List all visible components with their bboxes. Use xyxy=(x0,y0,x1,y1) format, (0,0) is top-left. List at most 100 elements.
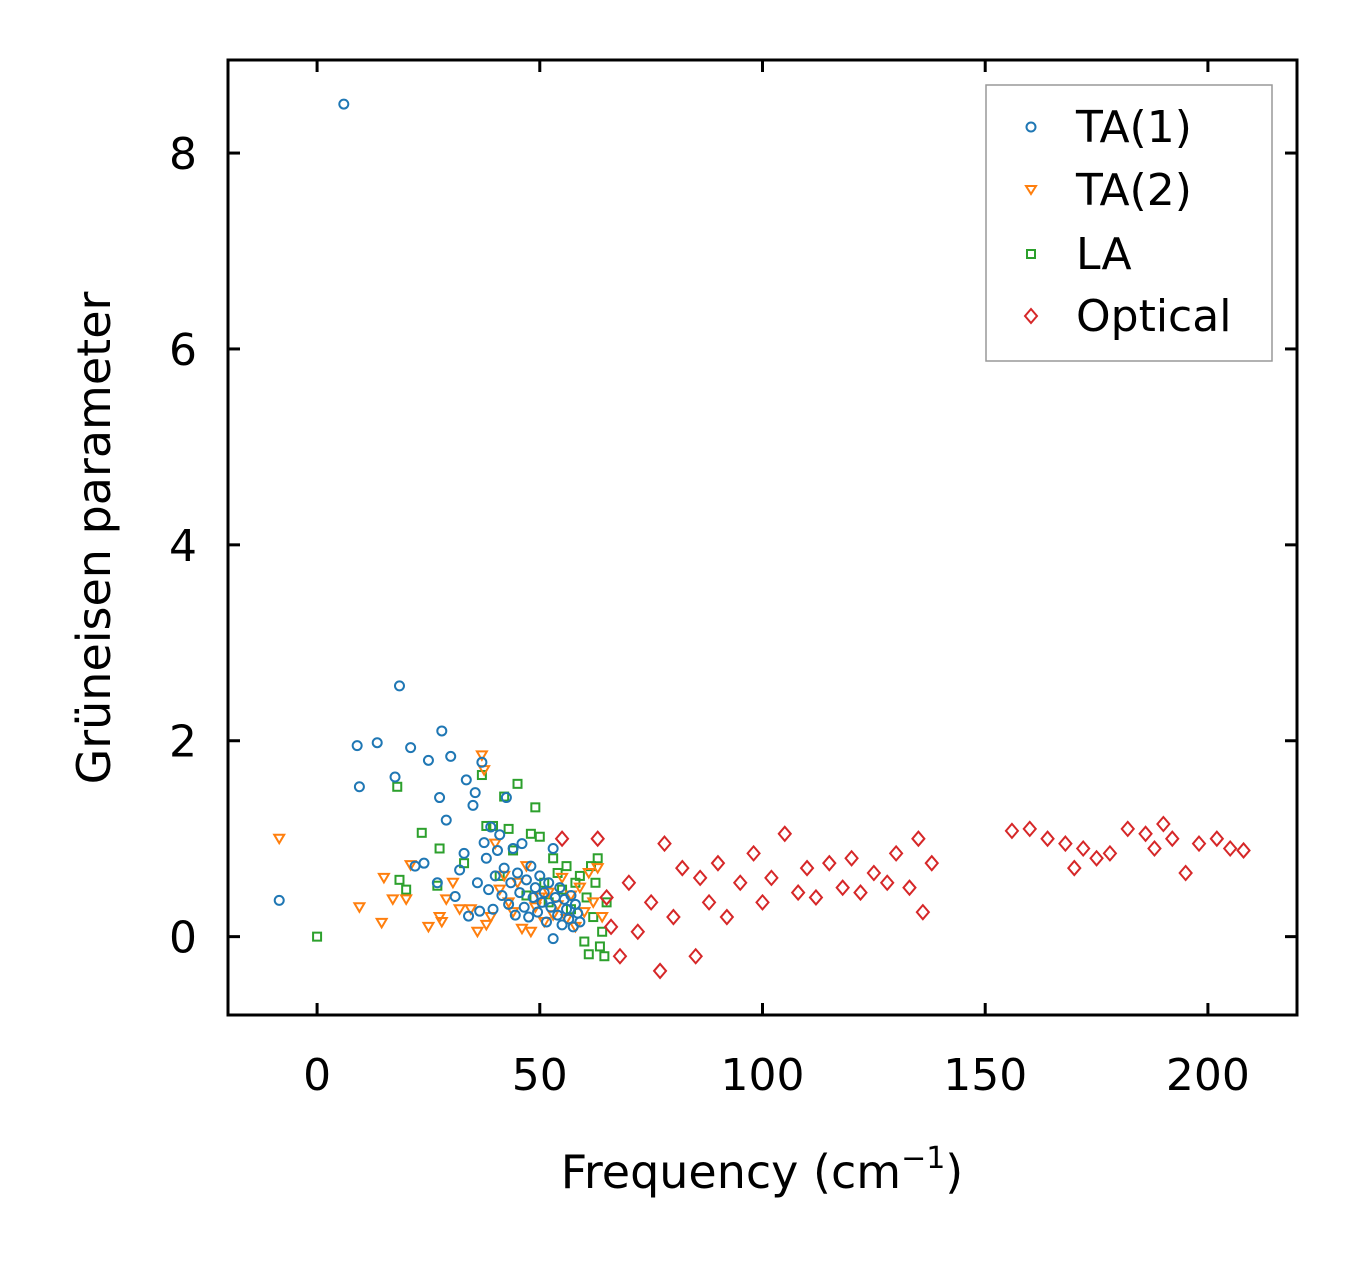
point-optical xyxy=(755,893,770,911)
point-optical xyxy=(764,869,779,887)
point-ta1 xyxy=(543,877,555,889)
point-optical xyxy=(1156,815,1171,833)
y-tick-label: 8 xyxy=(169,129,197,180)
point-la xyxy=(583,949,594,960)
point-ta1 xyxy=(338,98,350,110)
point-ta1 xyxy=(478,837,490,849)
point-la xyxy=(416,827,427,838)
point-optical xyxy=(915,903,931,921)
point-ta2 xyxy=(475,750,489,762)
point-ta2 xyxy=(582,867,596,880)
point-ta1 xyxy=(489,870,501,882)
point-la xyxy=(434,843,445,854)
point-optical xyxy=(1222,839,1238,858)
point-ta1 xyxy=(474,905,486,917)
plot-frame xyxy=(226,58,1299,1017)
point-optical xyxy=(719,908,735,926)
ticks-layer: 0 50 100 150 200 0 2 4 6 8 xyxy=(169,60,1297,1101)
point-optical xyxy=(1120,820,1136,838)
point-ta2 xyxy=(479,919,494,932)
point-optical xyxy=(657,835,672,853)
point-optical xyxy=(603,918,619,936)
point-ta1 xyxy=(505,877,517,889)
point-ta2 xyxy=(519,861,534,873)
point-ta2 xyxy=(595,912,609,924)
point-ta2 xyxy=(590,863,605,875)
point-ta2 xyxy=(524,926,538,939)
point-optical xyxy=(643,893,659,911)
legend-marker-optical xyxy=(1023,307,1039,325)
y-tick-label: 4 xyxy=(169,521,197,572)
point-ta1 xyxy=(565,890,577,902)
point-la xyxy=(592,853,603,864)
point-optical xyxy=(652,962,668,980)
point-ta2 xyxy=(439,894,454,906)
point-ta1 xyxy=(480,852,492,864)
point-ta1 xyxy=(476,756,488,768)
point-ta2 xyxy=(470,926,485,939)
legend-marker-ta2 xyxy=(1024,185,1038,196)
x-axis-label: Frequency (cm−1) xyxy=(561,1141,964,1199)
point-optical xyxy=(732,874,748,892)
point-optical xyxy=(1209,830,1225,848)
point-la xyxy=(561,861,572,872)
legend: TA(1) TA(2) LA Optical xyxy=(985,84,1273,362)
point-optical xyxy=(799,859,815,877)
point-ta1 xyxy=(389,771,401,783)
point-ta2 xyxy=(555,872,569,885)
point-la xyxy=(548,853,559,864)
point-ta1 xyxy=(547,933,559,945)
point-ta1 xyxy=(523,911,535,923)
point-ta2 xyxy=(374,917,389,930)
point-optical xyxy=(888,844,904,862)
point-ta1 xyxy=(514,887,526,899)
x-tick-label: 0 xyxy=(303,1050,331,1101)
x-axis-label-main: Frequency (cm xyxy=(561,1145,901,1199)
point-optical xyxy=(790,884,806,902)
x-tick-label: 100 xyxy=(721,1050,805,1101)
point-ta2 xyxy=(272,833,286,846)
point-optical xyxy=(692,869,708,887)
point-ta1 xyxy=(440,814,452,826)
point-optical xyxy=(1147,839,1162,858)
point-optical xyxy=(1102,844,1118,862)
point-optical xyxy=(612,947,628,965)
point-ta1 xyxy=(454,864,466,876)
point-ta1 xyxy=(422,754,434,766)
point-ta1 xyxy=(418,857,430,869)
point-ta2 xyxy=(492,884,507,897)
point-ta1 xyxy=(525,860,537,872)
point-ta2 xyxy=(488,838,502,851)
point-ta1 xyxy=(507,842,519,854)
point-ta1 xyxy=(434,792,446,804)
legend-item-optical: Optical xyxy=(1023,291,1231,342)
point-ta1 xyxy=(556,919,568,931)
point-optical xyxy=(1075,839,1091,858)
point-optical xyxy=(902,879,917,897)
point-ta1 xyxy=(532,906,544,918)
point-optical xyxy=(821,854,837,872)
point-la xyxy=(588,912,599,923)
point-ta1 xyxy=(467,799,479,811)
point-ta1 xyxy=(436,725,448,737)
point-ta1 xyxy=(371,737,383,749)
point-ta1 xyxy=(536,896,548,908)
point-ta2 xyxy=(452,904,467,916)
point-ta1 xyxy=(503,898,515,910)
point-optical xyxy=(1022,820,1038,838)
point-optical xyxy=(853,884,868,902)
legend-item-ta2: TA(2) xyxy=(1024,165,1192,216)
point-ta1 xyxy=(561,903,573,915)
y-axis-label: Grüneisen parameter xyxy=(67,291,121,784)
legend-marker-la xyxy=(1026,249,1036,259)
point-ta2 xyxy=(403,860,418,872)
point-la xyxy=(597,926,608,937)
point-la xyxy=(530,802,541,813)
point-optical xyxy=(777,825,793,843)
point-ta1 xyxy=(458,847,470,859)
point-ta1 xyxy=(509,909,521,921)
point-ta1 xyxy=(393,680,405,692)
point-ta1 xyxy=(545,901,557,913)
point-optical xyxy=(621,874,637,892)
